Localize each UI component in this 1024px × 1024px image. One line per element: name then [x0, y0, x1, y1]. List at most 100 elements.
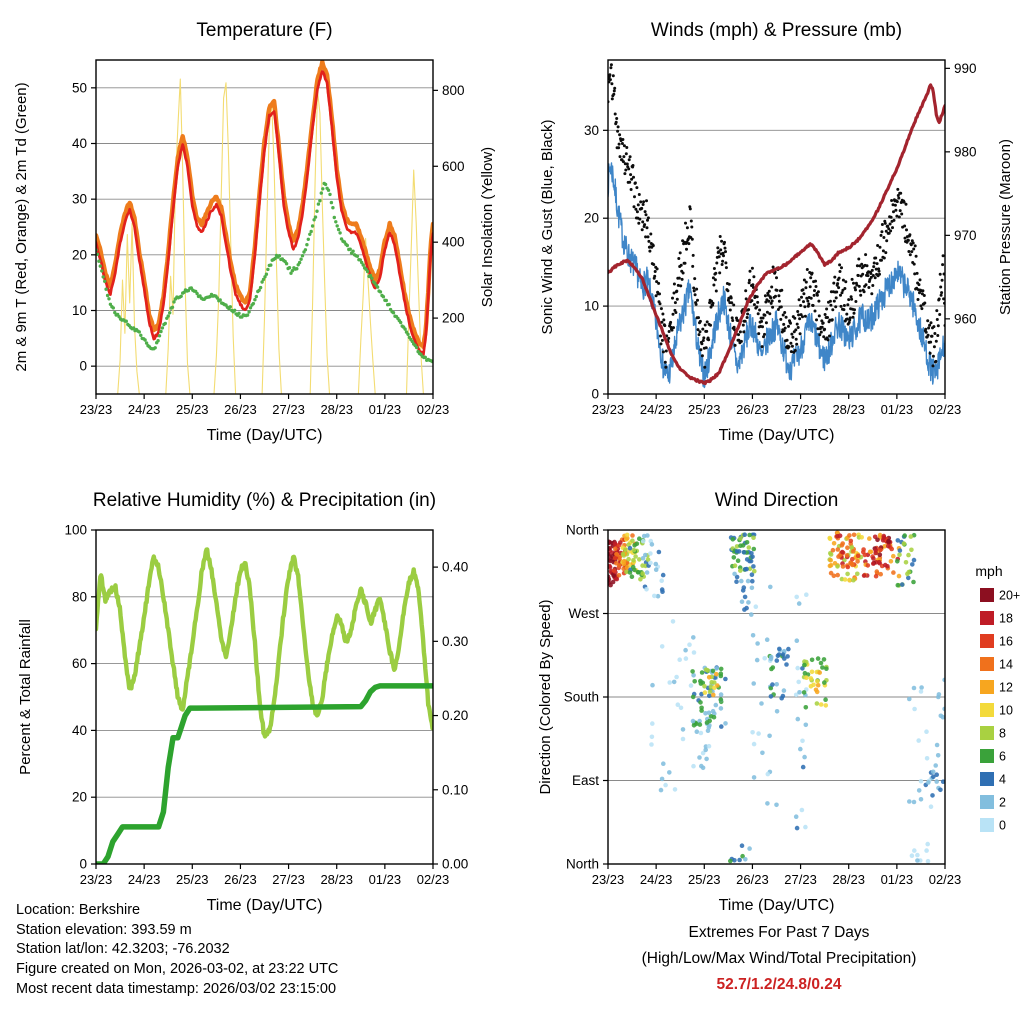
svg-text:80: 80: [72, 589, 87, 604]
svg-text:02/23: 02/23: [417, 872, 450, 887]
svg-text:6: 6: [999, 750, 1006, 764]
svg-text:24/23: 24/23: [640, 402, 673, 417]
svg-text:20: 20: [72, 790, 87, 805]
svg-text:23/23: 23/23: [80, 402, 113, 417]
svg-text:30: 30: [72, 192, 87, 207]
svg-text:980: 980: [954, 144, 977, 159]
svg-text:30: 30: [584, 123, 599, 138]
svg-text:100: 100: [64, 523, 87, 538]
svg-text:960: 960: [954, 311, 977, 326]
svg-text:28/23: 28/23: [832, 402, 865, 417]
svg-text:02/23: 02/23: [929, 872, 962, 887]
svg-text:26/23: 26/23: [224, 402, 257, 417]
svg-text:0: 0: [591, 387, 599, 402]
svg-text:18: 18: [999, 612, 1013, 626]
svg-text:990: 990: [954, 61, 977, 76]
svg-text:25/23: 25/23: [688, 872, 721, 887]
svg-text:28/23: 28/23: [320, 402, 353, 417]
svg-text:Time (Day/UTC): Time (Day/UTC): [207, 897, 323, 914]
svg-text:970: 970: [954, 228, 977, 243]
svg-text:23/23: 23/23: [80, 872, 113, 887]
footer-line-latlon: Station lat/lon: 42.3203; -76.2032: [16, 941, 230, 958]
footer-line-elevation: Station elevation: 393.59 m: [16, 921, 192, 938]
winds-pressure-chart: 0 10 20 30 960 970 980 990 23/23 24/23 25/23 26/23 2…: [539, 20, 1014, 444]
svg-text:40: 40: [72, 723, 87, 738]
svg-text:Percent & Total Rainfall: Percent & Total Rainfall: [17, 619, 34, 775]
svg-text:01/23: 01/23: [369, 872, 402, 887]
svg-text:26/23: 26/23: [224, 872, 257, 887]
extremes-title: Extremes For Past 7 Days: [688, 924, 870, 941]
svg-text:28/23: 28/23: [832, 872, 865, 887]
svg-text:Temperature (F): Temperature (F): [196, 20, 332, 41]
svg-text:800: 800: [442, 83, 465, 98]
svg-text:25/23: 25/23: [688, 402, 721, 417]
svg-text:600: 600: [442, 159, 465, 174]
svg-text:60: 60: [72, 656, 87, 671]
svg-text:Wind Direction: Wind Direction: [715, 490, 839, 511]
svg-text:24/23: 24/23: [640, 872, 673, 887]
svg-text:14: 14: [999, 658, 1013, 672]
svg-text:01/23: 01/23: [369, 402, 402, 417]
svg-text:0: 0: [79, 359, 87, 374]
svg-text:0.00: 0.00: [442, 857, 468, 872]
svg-text:02/23: 02/23: [417, 402, 450, 417]
svg-text:200: 200: [442, 311, 465, 326]
svg-text:8: 8: [999, 727, 1006, 741]
svg-text:20: 20: [72, 247, 87, 262]
svg-text:Winds (mph) & Pressure (mb): Winds (mph) & Pressure (mb): [651, 20, 902, 41]
svg-text:Sonic Wind & Gust (Blue, Black: Sonic Wind & Gust (Blue, Black): [539, 119, 556, 334]
svg-text:Time (Day/UTC): Time (Day/UTC): [207, 427, 323, 444]
svg-text:27/23: 27/23: [784, 872, 817, 887]
svg-text:26/23: 26/23: [736, 872, 769, 887]
svg-text:26/23: 26/23: [736, 402, 769, 417]
svg-text:0: 0: [999, 819, 1006, 833]
svg-text:0.20: 0.20: [442, 708, 468, 723]
svg-text:Time (Day/UTC): Time (Day/UTC): [719, 427, 835, 444]
svg-text:0.10: 0.10: [442, 782, 468, 797]
svg-text:2: 2: [999, 796, 1006, 810]
extremes-summary: Extremes For Past 7 Days (High/Low/Max W…: [548, 920, 1010, 998]
svg-text:Time (Day/UTC): Time (Day/UTC): [719, 897, 835, 914]
svg-text:23/23: 23/23: [592, 402, 625, 417]
svg-text:12: 12: [999, 681, 1013, 695]
svg-text:50: 50: [72, 80, 87, 95]
svg-text:400: 400: [442, 235, 465, 250]
svg-text:East: East: [572, 773, 599, 788]
svg-text:40: 40: [72, 136, 87, 151]
svg-text:West: West: [568, 606, 599, 621]
svg-text:0.40: 0.40: [442, 560, 468, 575]
svg-text:16: 16: [999, 635, 1013, 649]
svg-text:10: 10: [999, 704, 1013, 718]
extremes-subtitle: (High/Low/Max Wind/Total Precipitation): [641, 950, 917, 968]
svg-text:North: North: [566, 857, 599, 872]
svg-text:20+: 20+: [999, 589, 1020, 603]
temperature-chart: 0 10 20 30 40 50 200 400 600 800 23/23 24/23 25/23 26…: [13, 20, 496, 444]
svg-text:25/23: 25/23: [176, 402, 209, 417]
humidity-precipitation-chart: 0 20 40 60 80 100 0.00 0.10 0.20 0.30 0.40 23/23 24/…: [17, 490, 468, 914]
svg-text:25/23: 25/23: [176, 872, 209, 887]
footer-line-location: Location: Berkshire: [16, 902, 141, 918]
svg-text:2m & 9m T (Red, Orange) & 2m T: 2m & 9m T (Red, Orange) & 2m Td (Green): [13, 82, 30, 371]
svg-text:02/23: 02/23: [929, 402, 962, 417]
svg-text:Relative Humidity (%) & Precip: Relative Humidity (%) & Precipitation (i…: [93, 490, 436, 511]
svg-text:01/23: 01/23: [881, 872, 914, 887]
svg-text:0: 0: [79, 857, 87, 872]
svg-text:mph: mph: [975, 563, 1002, 579]
svg-text:South: South: [564, 690, 599, 705]
svg-text:23/23: 23/23: [592, 872, 625, 887]
svg-text:20: 20: [584, 211, 599, 226]
svg-text:27/23: 27/23: [272, 402, 305, 417]
svg-text:Station Pressure (Maroon): Station Pressure (Maroon): [997, 139, 1014, 315]
svg-text:10: 10: [72, 303, 87, 318]
svg-text:10: 10: [584, 299, 599, 314]
station-info: Location: Berkshire Station elevation: 3…: [16, 901, 338, 1000]
footer-line-created: Figure created on Mon, 2026-03-02, at 23…: [16, 961, 339, 978]
svg-text:28/23: 28/23: [320, 872, 353, 887]
svg-text:0.30: 0.30: [442, 634, 468, 649]
svg-text:24/23: 24/23: [128, 872, 161, 887]
svg-text:North: North: [566, 523, 599, 538]
svg-text:Direction (Colored By Speed): Direction (Colored By Speed): [537, 599, 554, 794]
svg-text:24/23: 24/23: [128, 402, 161, 417]
